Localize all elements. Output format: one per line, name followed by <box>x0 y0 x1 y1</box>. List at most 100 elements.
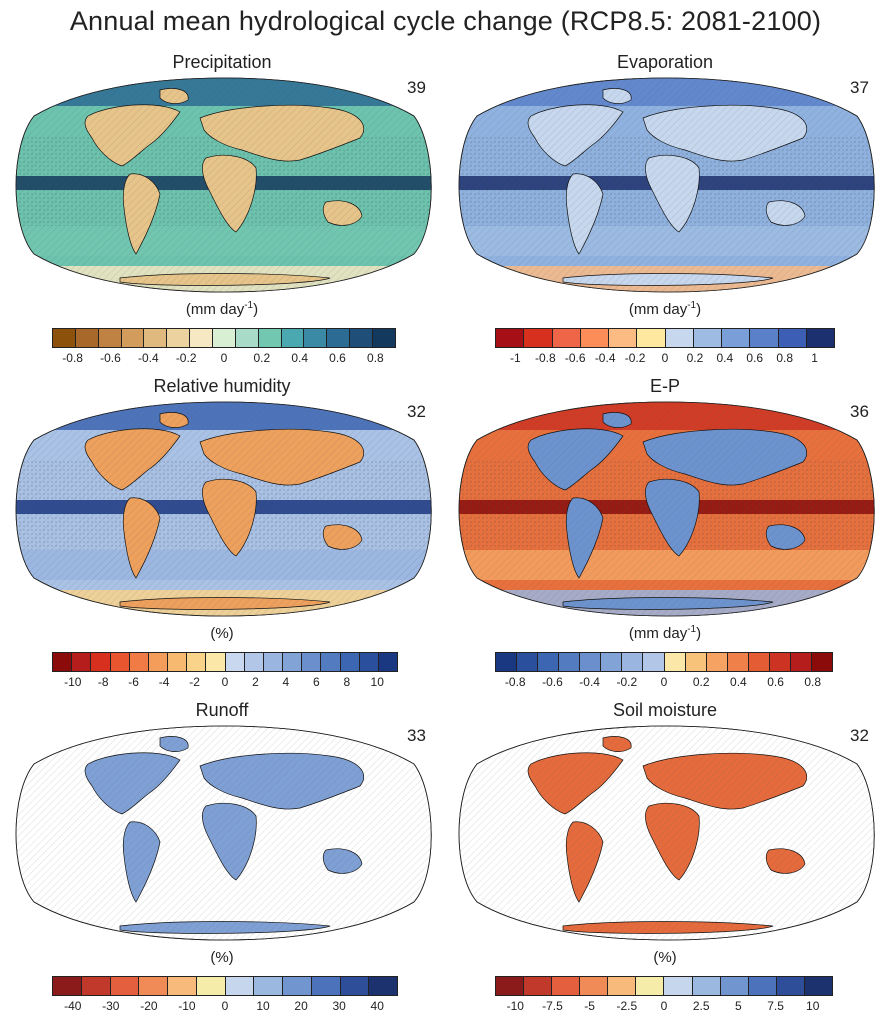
colorbar <box>52 976 398 996</box>
unit-text: (mm day <box>628 625 688 642</box>
unit-superscript: -1 <box>687 300 697 311</box>
colorbar-swatch <box>664 977 693 995</box>
colorbar-tick-label: 0 <box>220 351 228 365</box>
colorbar-swatch <box>167 329 191 347</box>
colorbar-tick-label: -2 <box>189 675 200 689</box>
map-layer <box>459 402 875 616</box>
colorbar-tick-label: 0.6 <box>329 351 346 365</box>
colorbar-swatch <box>213 329 236 347</box>
unit-label: (%) <box>2 624 442 642</box>
colorbar-tick-label: -20 <box>140 999 158 1013</box>
map-layer <box>16 402 432 616</box>
colorbar-swatch <box>496 977 525 995</box>
colorbar-tick-label: 1 <box>811 351 818 365</box>
colorbar-swatch <box>608 977 637 995</box>
world-map <box>458 725 875 941</box>
colorbar-swatch <box>622 653 644 671</box>
colorbar-swatch <box>637 329 666 347</box>
unit-label: (mm day-1) <box>2 300 442 318</box>
colorbar-tick-label: 0.6 <box>767 675 784 689</box>
colorbar-swatch <box>168 653 188 671</box>
colorbar-tick-label: -0.8 <box>534 351 556 365</box>
unit-label: (mm day-1) <box>445 300 885 318</box>
hatching <box>459 78 875 292</box>
colorbar-tick-label: 0 <box>221 675 229 689</box>
colorbar-swatch <box>340 977 370 995</box>
colorbar-tick-label: 30 <box>332 999 346 1013</box>
colorbar-swatch <box>110 977 140 995</box>
unit-label: (%) <box>2 948 442 966</box>
panel-soil-moisture: Soil moisture 32 (%) -10 -7.5 -5 -2.5 0 2.5 5 7… <box>445 698 885 1024</box>
colorbar-swatch <box>790 653 812 671</box>
colorbar-swatch <box>244 653 264 671</box>
unit-text: (%) <box>210 949 234 966</box>
unit-text: (mm day <box>628 301 688 318</box>
hatching <box>459 726 875 940</box>
colorbar-tick-label: 2.5 <box>692 999 710 1013</box>
colorbar-swatch <box>748 653 770 671</box>
map-border <box>15 725 432 941</box>
colorbar-tick-label: -0.6 <box>564 351 586 365</box>
colorbar-swatch <box>769 653 791 671</box>
colorbar-swatch <box>168 977 197 995</box>
colorbar-ticks: -0.8 -0.6 -0.4 -0.2 0 0.2 0.4 0.6 0.8 <box>52 351 396 367</box>
unit-text: (%) <box>210 625 234 642</box>
model-count: 32 <box>850 726 869 745</box>
colorbar-tick-label: -0.2 <box>175 351 197 365</box>
colorbar-tick-label: -10 <box>178 999 196 1013</box>
colorbar-swatch <box>750 329 779 347</box>
colorbar-swatch <box>359 653 379 671</box>
colorbar-tick-label: -1 <box>510 351 521 365</box>
hatching <box>16 402 432 616</box>
panel-title: Evaporation <box>616 52 714 72</box>
colorbar-swatch <box>196 977 226 995</box>
model-count: 33 <box>407 726 426 745</box>
colorbar-tick-label: 4 <box>282 675 290 689</box>
colorbar-tick-label: 0.2 <box>686 351 704 365</box>
colorbar-ticks: -40 -30 -20 -10 0 10 20 30 40 <box>52 999 398 1015</box>
colorbar <box>52 652 398 672</box>
colorbar-swatch <box>706 653 728 671</box>
unit-label: (mm day-1) <box>445 624 885 642</box>
colorbar-swatch <box>559 653 581 671</box>
map-border <box>458 401 875 617</box>
colorbar-swatch <box>129 653 149 671</box>
map-layer <box>16 78 432 292</box>
colorbar-tick-label: 0.4 <box>716 351 734 365</box>
colorbar-swatch <box>496 653 518 671</box>
hatching <box>459 402 875 616</box>
colorbar-ticks: -0.8 -0.6 -0.4 -0.2 0 0.2 0.4 0.6 0.8 <box>495 675 833 691</box>
colorbar-tick-label: 10 <box>806 999 820 1013</box>
panel-title: Precipitation <box>172 52 272 72</box>
colorbar-swatch <box>148 653 169 671</box>
world-map <box>15 77 432 293</box>
panel-runoff: Runoff 33 (%) -40 -30 -20 -10 0 10 20 30 40 <box>2 698 442 1024</box>
colorbar-swatch <box>692 977 721 995</box>
colorbar-tick-label: 0.4 <box>291 351 309 365</box>
colorbar-tick-label: 0.8 <box>367 351 384 365</box>
colorbar-tick-label: 0 <box>660 675 668 689</box>
map-border <box>458 77 875 293</box>
colorbar-tick-label: 0.4 <box>730 675 747 689</box>
colorbar-tick-label: -6 <box>128 675 139 689</box>
colorbar-swatch <box>636 977 665 995</box>
colorbar-swatch <box>685 653 707 671</box>
colorbar-swatch <box>373 329 395 347</box>
colorbar-tick-label: 0.2 <box>692 675 710 689</box>
hatching <box>16 78 432 292</box>
colorbar-swatch <box>311 977 341 995</box>
colorbar-swatch <box>369 977 397 995</box>
colorbar-swatch <box>538 653 560 671</box>
map-layer <box>16 726 432 940</box>
panel-title: Soil moisture <box>612 700 718 720</box>
colorbar-tick-label: -4 <box>158 675 170 689</box>
colorbar-swatch <box>225 977 255 995</box>
colorbar-swatch <box>350 329 374 347</box>
colorbar-swatch <box>235 329 259 347</box>
colorbar-swatch <box>609 329 638 347</box>
map-border <box>15 77 432 293</box>
colorbar-swatch <box>643 653 665 671</box>
panel-e-minus-p: E-P 36 (mm day-1) -0.8 -0.6 -0.4 -0.2 0 0.2 0.… <box>445 374 885 699</box>
colorbar-swatch <box>517 653 539 671</box>
colorbar-tick-label: 10 <box>256 999 270 1013</box>
